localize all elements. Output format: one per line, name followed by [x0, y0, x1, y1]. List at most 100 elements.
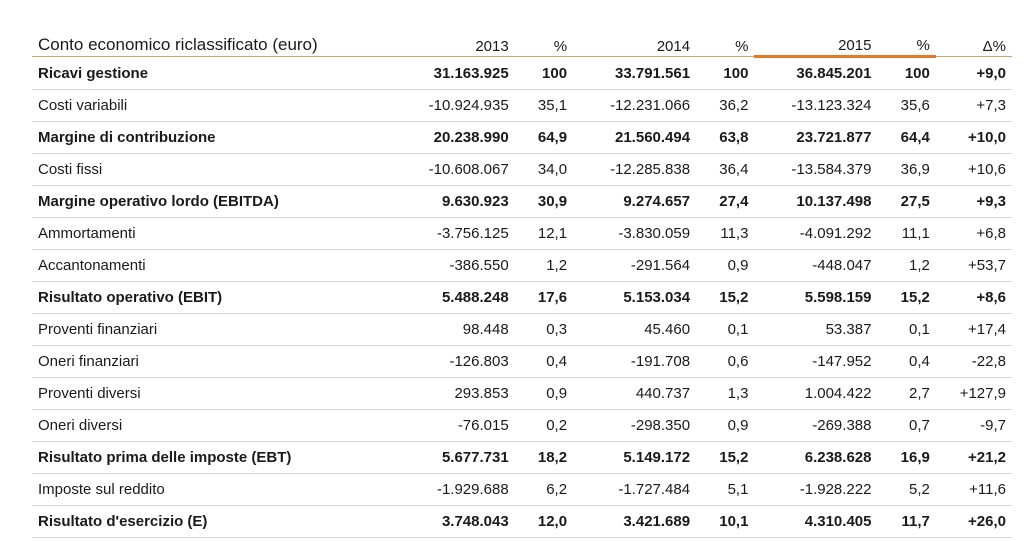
row-label: Accantonamenti: [32, 249, 392, 282]
pct-2013: 1,2: [514, 249, 574, 282]
value-2014: -12.231.066: [573, 89, 697, 122]
table-row: Risultato prima delle imposte (EBT) 5.677…: [32, 441, 1012, 474]
value-2014: 33.791.561: [573, 56, 697, 90]
delta-pct: +21,2: [935, 441, 1012, 474]
table-row: Margine di contribuzione 20.238.990 64,9 21…: [32, 121, 1012, 154]
column-header-delta: Δ%: [935, 30, 1012, 57]
pct-2015: 5,2: [877, 473, 936, 506]
pct-2013: 34,0: [514, 153, 574, 186]
row-label: Risultato d'esercizio (E): [32, 505, 392, 538]
income-statement-table: Conto economico riclassificato (euro) 20…: [32, 30, 1012, 538]
value-2013: 293.853: [391, 377, 515, 410]
row-label: Oneri finanziari: [32, 345, 392, 378]
table-title: Conto economico riclassificato (euro): [32, 30, 392, 57]
value-2015: 10.137.498: [754, 185, 878, 218]
pct-2015: 0,4: [877, 345, 936, 378]
pct-2013: 35,1: [514, 89, 574, 122]
pct-2014: 15,2: [696, 441, 755, 474]
pct-2014: 0,9: [696, 409, 755, 442]
value-2015: -1.928.222: [754, 473, 878, 506]
pct-2015: 35,6: [877, 89, 936, 122]
row-label: Ricavi gestione: [32, 56, 392, 90]
row-label: Proventi diversi: [32, 377, 392, 410]
row-label: Risultato prima delle imposte (EBT): [32, 441, 392, 474]
pct-2015: 2,7: [877, 377, 936, 410]
value-2013: 98.448: [391, 313, 515, 346]
delta-pct: +10,6: [935, 153, 1012, 186]
table-row: Costi variabili -10.924.935 35,1 -12.231.06…: [32, 89, 1012, 122]
pct-2013: 18,2: [514, 441, 574, 474]
table-row: Risultato d'esercizio (E) 3.748.043 12,0 3.…: [32, 505, 1012, 538]
value-2014: 3.421.689: [573, 505, 697, 538]
table-row: Ammortamenti -3.756.125 12,1 -3.830.059 11,3…: [32, 217, 1012, 250]
table-row: Accantonamenti -386.550 1,2 -291.564 0,9 -448…: [32, 249, 1012, 282]
column-header-pct-2014: %: [696, 30, 755, 57]
value-2013: 3.748.043: [391, 505, 515, 538]
pct-2015: 64,4: [877, 121, 936, 154]
pct-2015: 11,1: [877, 217, 936, 250]
pct-2015: 0,1: [877, 313, 936, 346]
table-row: Margine operativo lordo (EBITDA) 9.630.92…: [32, 185, 1012, 218]
pct-2014: 0,6: [696, 345, 755, 378]
value-2015: 4.310.405: [754, 505, 878, 538]
delta-pct: +7,3: [935, 89, 1012, 122]
pct-2013: 100: [514, 56, 574, 90]
delta-pct: +9,0: [935, 56, 1012, 90]
delta-pct: -9,7: [935, 409, 1012, 442]
column-header-2015: 2015: [754, 30, 878, 58]
table-body: Ricavi gestione 31.163.925 100 33.791.561 10…: [32, 56, 1012, 538]
value-2013: -1.929.688: [391, 473, 515, 506]
table-row: Risultato operativo (EBIT) 5.488.248 17,6 5…: [32, 281, 1012, 314]
table-row: Oneri diversi -76.015 0,2 -298.350 0,9 -269.3…: [32, 409, 1012, 442]
column-header-pct-2015: %: [877, 30, 936, 58]
value-2015: 53.387: [754, 313, 878, 346]
table-row: Ricavi gestione 31.163.925 100 33.791.561 10…: [32, 56, 1012, 90]
value-2015: -4.091.292: [754, 217, 878, 250]
pct-2013: 30,9: [514, 185, 574, 218]
pct-2015: 36,9: [877, 153, 936, 186]
value-2014: 5.149.172: [573, 441, 697, 474]
delta-pct: +9,3: [935, 185, 1012, 218]
pct-2015: 1,2: [877, 249, 936, 282]
table-row: Proventi diversi 293.853 0,9 440.737 1,3 1.00…: [32, 377, 1012, 410]
pct-2014: 10,1: [696, 505, 755, 538]
value-2013: -126.803: [391, 345, 515, 378]
row-label: Oneri diversi: [32, 409, 392, 442]
pct-2013: 0,2: [514, 409, 574, 442]
value-2013: 9.630.923: [391, 185, 515, 218]
pct-2015: 16,9: [877, 441, 936, 474]
value-2015: -448.047: [754, 249, 878, 282]
column-header-2014: 2014: [573, 30, 697, 57]
table-row: Imposte sul reddito -1.929.688 6,2 -1.727.4…: [32, 473, 1012, 506]
table-row: Proventi finanziari 98.448 0,3 45.460 0,1 53.…: [32, 313, 1012, 346]
value-2015: 23.721.877: [754, 121, 878, 154]
value-2015: -13.123.324: [754, 89, 878, 122]
row-label: Costi fissi: [32, 153, 392, 186]
pct-2014: 0,9: [696, 249, 755, 282]
pct-2014: 0,1: [696, 313, 755, 346]
value-2014: -3.830.059: [573, 217, 697, 250]
value-2013: 5.677.731: [391, 441, 515, 474]
delta-pct: +11,6: [935, 473, 1012, 506]
pct-2013: 12,0: [514, 505, 574, 538]
value-2014: 9.274.657: [573, 185, 697, 218]
pct-2013: 17,6: [514, 281, 574, 314]
value-2014: -191.708: [573, 345, 697, 378]
value-2014: -291.564: [573, 249, 697, 282]
delta-pct: -22,8: [935, 345, 1012, 378]
value-2013: 31.163.925: [391, 56, 515, 90]
value-2015: 5.598.159: [754, 281, 878, 314]
table-row: Costi fissi -10.608.067 34,0 -12.285.838 36,…: [32, 153, 1012, 186]
pct-2013: 6,2: [514, 473, 574, 506]
pct-2013: 0,4: [514, 345, 574, 378]
value-2015: -269.388: [754, 409, 878, 442]
row-label: Risultato operativo (EBIT): [32, 281, 392, 314]
table-row: Oneri finanziari -126.803 0,4 -191.708 0,6 -1…: [32, 345, 1012, 378]
delta-pct: +10,0: [935, 121, 1012, 154]
column-header-2013: 2013: [391, 30, 515, 57]
pct-2013: 12,1: [514, 217, 574, 250]
row-label: Proventi finanziari: [32, 313, 392, 346]
row-label: Ammortamenti: [32, 217, 392, 250]
value-2013: -386.550: [391, 249, 515, 282]
